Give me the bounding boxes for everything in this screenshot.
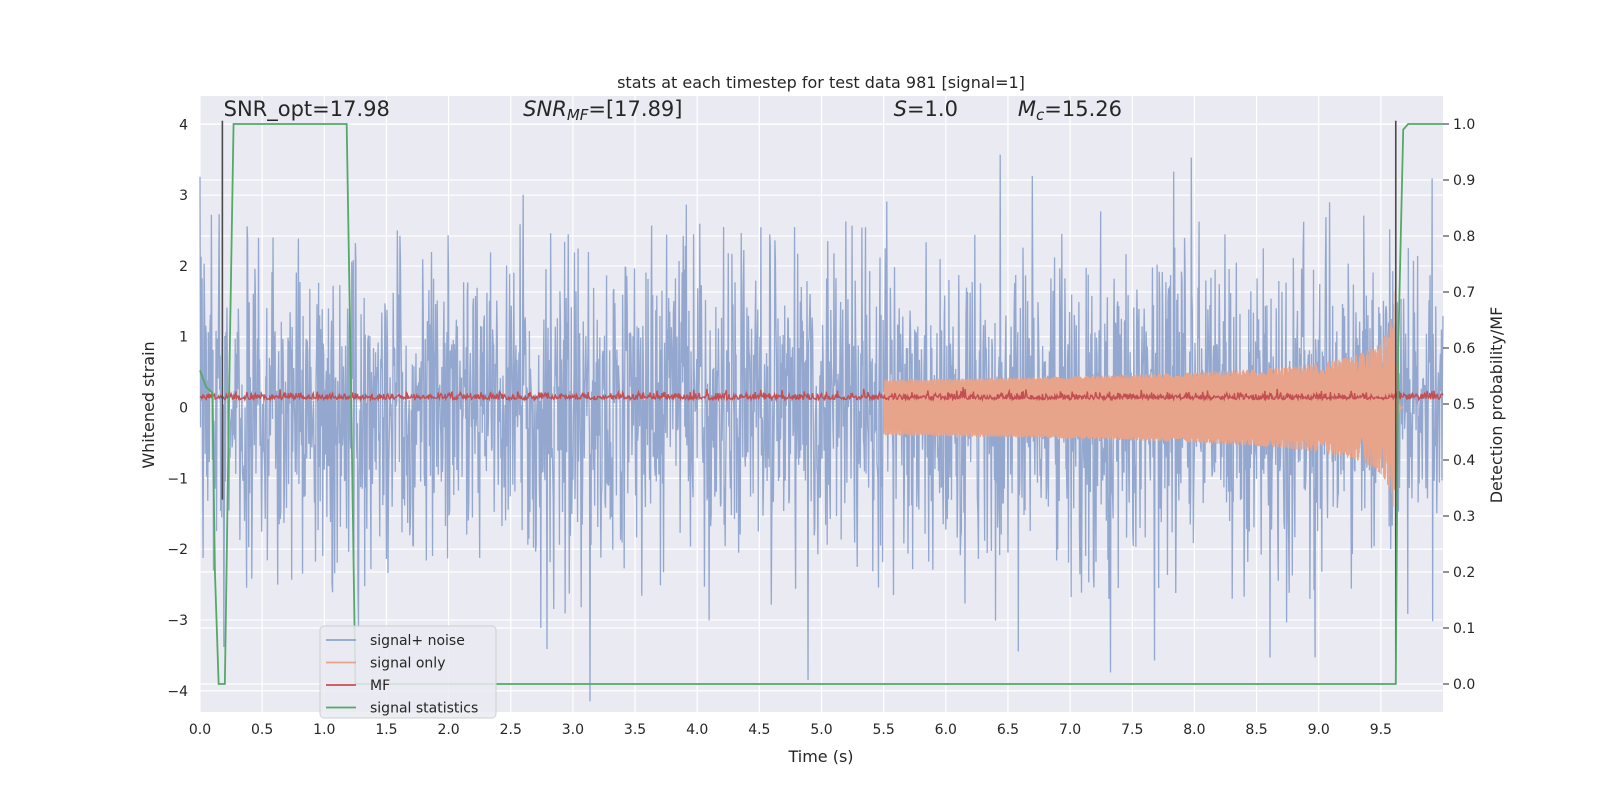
y-right-tick-label-4: 0.4 [1453,453,1475,469]
x-axis-label: Time (s) [787,747,853,766]
y-right-tick-label-9: 0.9 [1453,173,1475,189]
annotation-0: SNR_opt=17.98 [224,97,390,122]
annotation-3: Mc=15.26 [1018,97,1122,124]
y-tick-label-2: −2 [167,542,188,558]
legend-label-0: signal+ noise [370,633,465,649]
annotation-2: S=1.0 [894,97,958,121]
y-tick-label-0: −4 [167,684,188,700]
legend: signal+ noise signal only MF signal statist… [319,625,497,719]
x-tick-label-9: 4.5 [748,722,770,738]
annotation-1: SNRMF=[17.89] [523,97,682,124]
signal-plus-noise-line [199,154,1444,702]
x-tick-label-7: 3.5 [624,722,646,738]
x-tick-label-11: 5.5 [873,722,895,738]
y-axis-right-ticks: 0.0 0.1 0.2 0.3 0.4 0.5 0.6 0.7 0.8 0.9 1.0 [1443,117,1475,693]
y-right-tick-label-10: 1.0 [1453,117,1475,133]
x-axis-ticks: 0.0 0.5 1.0 1.5 2.0 2.5 3.0 3.5 4.0 4.5 5.0 5.5 6.0 6… [189,722,1392,738]
y-right-tick-label-0: 0.0 [1453,677,1475,693]
x-tick-label-2: 1.0 [313,722,335,738]
x-tick-label-0: 0.0 [189,722,211,738]
y-right-tick-label-7: 0.7 [1453,285,1475,301]
x-tick-label-15: 7.5 [1121,722,1143,738]
legend-label-3: signal statistics [370,701,478,717]
annotations: SNR_opt=17.98 SNRMF=[17.89] S=1.0 Mc=15.26 [224,97,1122,124]
y-right-tick-label-2: 0.2 [1453,565,1475,581]
series-signal-plus-noise [199,154,1444,702]
signal-statistics-line [199,123,1443,685]
x-tick-label-3: 1.5 [375,722,397,738]
y-axis-ticks: −4 −3 −2 −1 0 1 2 3 4 [167,117,188,699]
x-tick-label-6: 3.0 [562,722,584,738]
y-axis-right-label: Detection probability/MF [1487,307,1506,504]
x-tick-label-19: 9.5 [1370,722,1392,738]
series-signal-only [883,290,1404,539]
x-tick-label-18: 9.0 [1308,722,1330,738]
x-tick-label-14: 7.0 [1059,722,1081,738]
x-tick-label-1: 0.5 [251,722,273,738]
y-axis-label: Whitened strain [139,341,158,468]
series-signal-statistics [199,123,1443,685]
y-right-tick-label-3: 0.3 [1453,509,1475,525]
x-tick-label-5: 2.5 [500,722,522,738]
y-tick-label-6: 2 [179,259,188,275]
series-mf [199,387,1444,403]
y-tick-label-7: 3 [179,188,188,204]
x-tick-label-8: 4.0 [686,722,708,738]
legend-label-1: signal only [370,656,445,672]
y-right-tick-label-5: 0.5 [1453,397,1475,413]
x-tick-label-4: 2.0 [437,722,459,738]
x-tick-label-17: 8.5 [1245,722,1267,738]
y-right-tick-label-1: 0.1 [1453,621,1475,637]
y-tick-label-4: 0 [179,401,188,417]
y-tick-label-1: −3 [167,613,188,629]
y-tick-label-3: −1 [167,471,188,487]
x-tick-label-12: 6.0 [935,722,957,738]
y-tick-label-5: 1 [179,330,188,346]
chart-title: stats at each timestep for test data 981… [617,73,1025,92]
x-tick-label-13: 6.5 [997,722,1019,738]
y-right-tick-label-6: 0.6 [1453,341,1475,357]
mf-line [199,387,1444,403]
legend-label-2: MF [370,678,390,694]
legend-box [319,625,497,719]
y-right-tick-label-8: 0.8 [1453,229,1475,245]
x-tick-label-10: 5.0 [810,722,832,738]
signal-only-line [883,290,1404,539]
y-tick-label-8: 4 [179,117,188,133]
x-tick-label-16: 8.0 [1183,722,1205,738]
